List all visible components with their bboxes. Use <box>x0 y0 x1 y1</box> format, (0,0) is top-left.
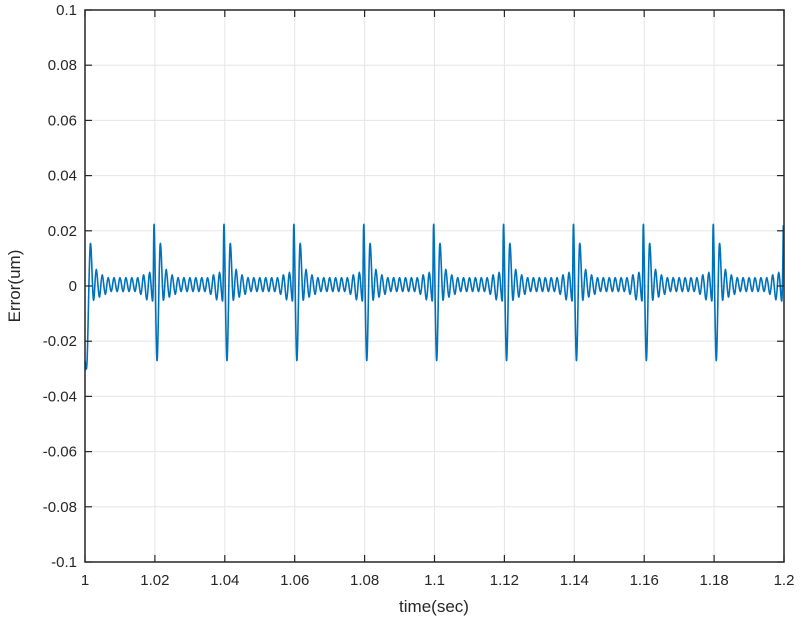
y-tick-label: 0.08 <box>48 57 77 74</box>
x-tick-label: 1 <box>81 572 89 589</box>
y-tick-labels: 0.1 0.08 0.06 0.04 0.02 0 -0.02 -0.04 -0.06 -0.08… <box>43 2 77 571</box>
x-tick-label: 1.02 <box>140 572 169 589</box>
y-tick-label: -0.04 <box>43 388 77 405</box>
x-tick-label: 1.16 <box>630 572 659 589</box>
x-tick-label: 1.14 <box>560 572 589 589</box>
x-tick-label: 1.2 <box>774 572 795 589</box>
y-tick-label: -0.08 <box>43 499 77 516</box>
x-tick-label: 1.12 <box>490 572 519 589</box>
y-axis-label: Error(um) <box>5 250 24 323</box>
x-axis-label: time(sec) <box>399 597 469 616</box>
x-tick-label: 1.06 <box>280 572 309 589</box>
tick-marks <box>84 9 785 563</box>
y-tick-label: -0.1 <box>51 554 77 571</box>
data-series <box>84 223 785 370</box>
x-tick-label: 1.1 <box>424 572 445 589</box>
y-tick-label: 0.02 <box>48 223 77 240</box>
y-tick-label: 0.04 <box>48 168 77 185</box>
y-tick-label: 0.06 <box>48 112 77 129</box>
y-tick-label: -0.06 <box>43 444 77 461</box>
x-tick-label: 1.18 <box>699 572 728 589</box>
y-tick-label: -0.02 <box>43 333 77 350</box>
x-tick-label: 1.08 <box>350 572 379 589</box>
error-line <box>84 223 785 370</box>
x-tick-label: 1.04 <box>210 572 239 589</box>
y-tick-label: 0.1 <box>56 2 77 19</box>
x-tick-labels: 1 1.02 1.04 1.06 1.08 1.1 1.12 1.14 1.16 1.18 1.2 <box>81 572 795 589</box>
y-tick-label: 0 <box>69 278 77 295</box>
